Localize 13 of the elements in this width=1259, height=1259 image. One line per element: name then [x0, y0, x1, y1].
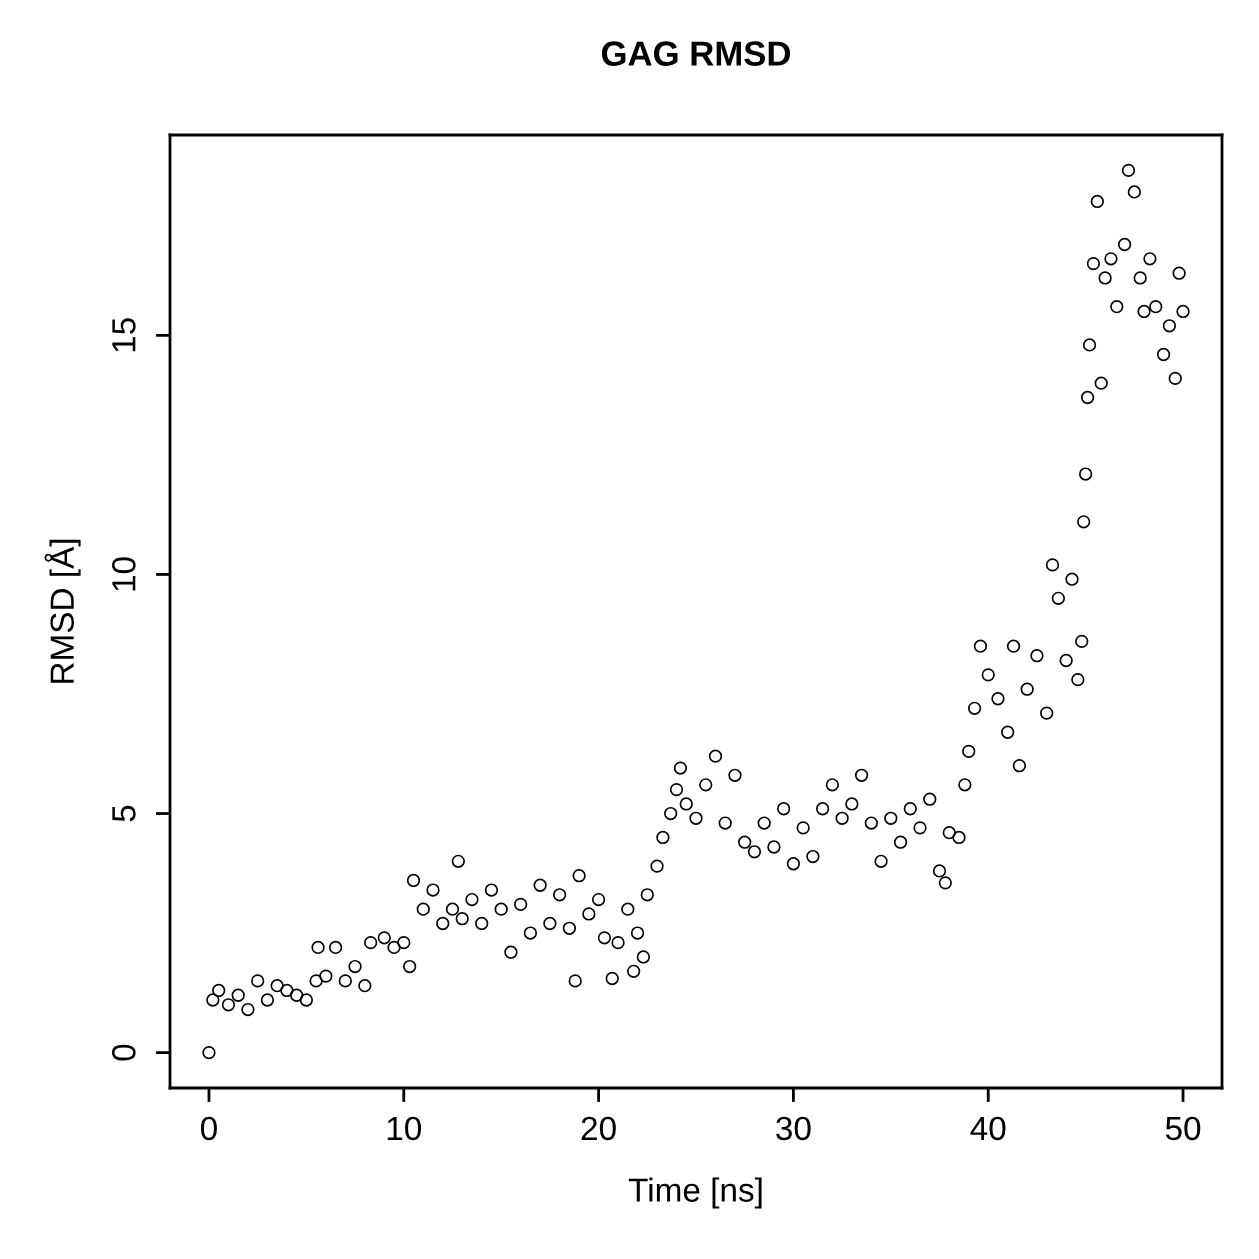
x-axis-title: Time [ns] — [628, 1177, 762, 1209]
x-tick-label: 0 — [201, 1116, 217, 1141]
y-axis-title: RMSD [Å] — [44, 539, 81, 683]
x-tick-label: 10 — [387, 1116, 422, 1141]
x-tick-label: 40 — [970, 1116, 1006, 1141]
y-tick-label: 10 — [112, 557, 136, 591]
x-tick-label: 50 — [1165, 1116, 1201, 1141]
y-tick-label: 0 — [112, 1044, 136, 1061]
x-tick-label: 30 — [776, 1116, 811, 1141]
y-tick-label: 5 — [112, 805, 136, 822]
y-tick-label: 15 — [112, 318, 136, 352]
chart-title: GAG RMSD — [601, 41, 791, 66]
x-tick-label: 20 — [581, 1116, 616, 1141]
